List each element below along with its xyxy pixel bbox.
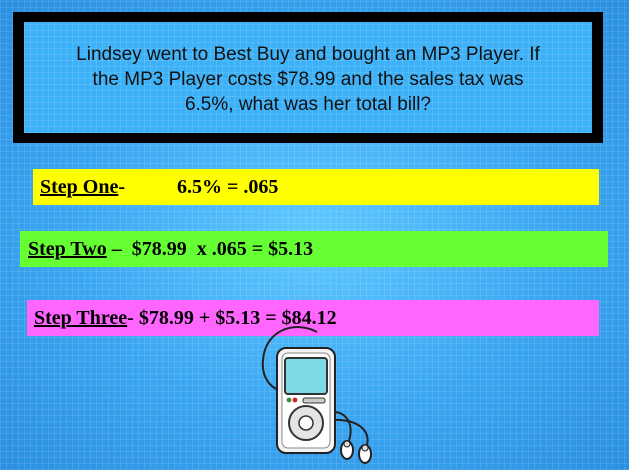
- question-frame: Lindsey went to Best Buy and bought an M…: [13, 12, 603, 143]
- step-one-text: 6.5% = .065: [177, 175, 279, 198]
- step-two-banner: Step Two – $78.99 x .065 = $5.13: [20, 231, 608, 267]
- step-two-label: Step Two: [28, 237, 107, 260]
- step-three-separator: -: [127, 306, 139, 329]
- mp3-player-icon: [261, 326, 372, 464]
- step-two-separator: –: [106, 237, 132, 260]
- step-one-separator: -: [118, 175, 126, 198]
- question-line-2: the MP3 Player costs $78.99 and the sale…: [92, 69, 524, 90]
- question-line-1: Lindsey went to Best Buy and bought an M…: [76, 44, 540, 65]
- question-line-3: 6.5%, what was her total bill?: [184, 94, 432, 115]
- step-three-label: Step Three: [34, 306, 128, 329]
- step-one-label: Step One: [40, 175, 119, 198]
- step-three-text: $78.99 + $5.13 = $84.12: [138, 306, 337, 329]
- step-two-text: $78.99 x .065 = $5.13: [131, 237, 314, 260]
- step-one-banner: Step One - 6.5% = .065: [33, 169, 599, 205]
- question-text: Lindsey went to Best Buy and bought an M…: [24, 22, 592, 133]
